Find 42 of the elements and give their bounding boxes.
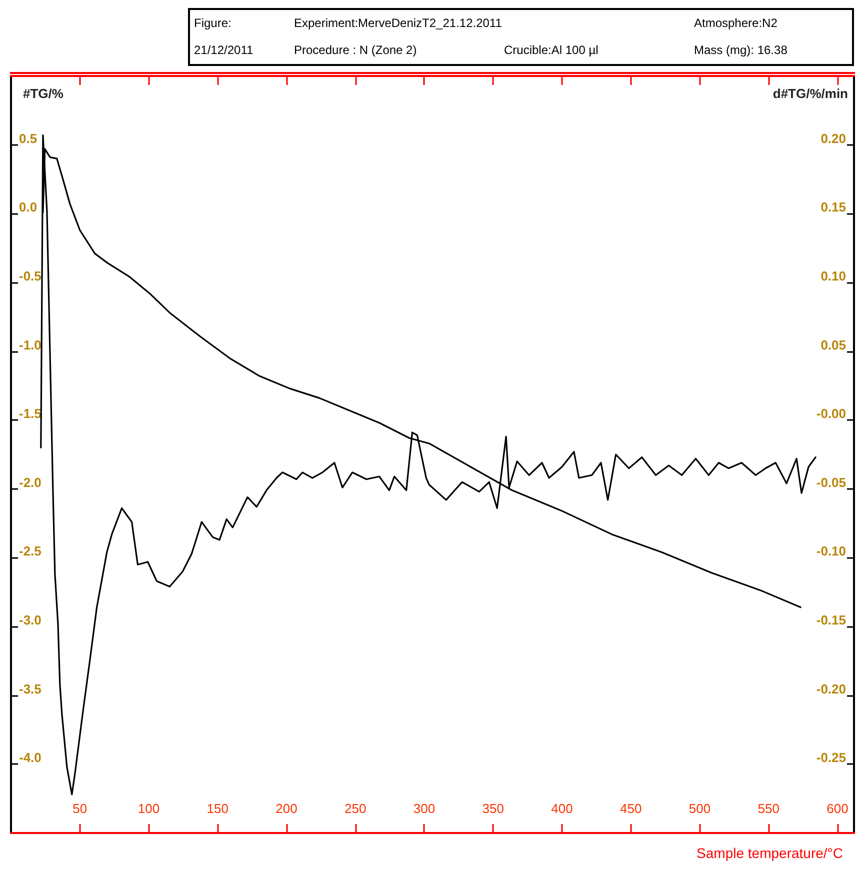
text: Procedure : N (Zone 2) bbox=[293, 42, 418, 59]
x-tick-label: 350 bbox=[482, 801, 504, 816]
y2-tick-label: -0.15 bbox=[816, 612, 846, 628]
text: 21/12/2011 bbox=[193, 42, 254, 59]
text: Experiment:MerveDenizT2_21.12.2011 bbox=[293, 15, 503, 32]
x-tick-label: 50 bbox=[72, 801, 88, 816]
y2-tick-label: 0.05 bbox=[820, 337, 846, 352]
y-tick-label: -0.5 bbox=[19, 268, 42, 284]
y-tick-label: 0.5 bbox=[19, 130, 38, 146]
x-tick-label: 150 bbox=[206, 801, 228, 816]
y-tick-label: -2.0 bbox=[19, 474, 42, 490]
text: Figure: bbox=[193, 15, 232, 32]
y-tick-label: 0.0 bbox=[19, 200, 38, 215]
y-axis-title: #TG/% bbox=[23, 86, 64, 101]
x-axis-title: Sample temperature/°C bbox=[696, 845, 844, 861]
y-tick-label: -4.0 bbox=[19, 750, 42, 766]
x-tick-label: 300 bbox=[413, 801, 436, 816]
y2-tick-label: 0.10 bbox=[820, 268, 846, 284]
y2-tick-label: -0.20 bbox=[816, 681, 846, 696]
y2-tick-label: -0.25 bbox=[816, 750, 846, 766]
y2-axis-title: d#TG/%/min bbox=[772, 86, 848, 101]
x-tick-label: 400 bbox=[551, 801, 573, 816]
y-tick-label: -3.5 bbox=[19, 681, 42, 696]
y2-tick-label: -0.10 bbox=[816, 544, 846, 559]
x-tick-label: 450 bbox=[620, 801, 642, 816]
y-tick-label: -1.0 bbox=[19, 337, 42, 352]
y-tick-label: -1.5 bbox=[19, 406, 42, 422]
x-tick-label: 500 bbox=[688, 801, 711, 816]
y2-tick-label: -0.05 bbox=[816, 474, 846, 490]
y-tick-label: -2.5 bbox=[19, 544, 42, 559]
x-tick-label: 550 bbox=[758, 801, 780, 816]
y2-tick-label: 0.20 bbox=[820, 130, 846, 146]
y2-tick-label: 0.15 bbox=[820, 200, 846, 215]
y-tick-label: -3.0 bbox=[19, 612, 42, 628]
x-tick-label: 100 bbox=[138, 801, 160, 816]
text: Atmosphere:N2 bbox=[693, 15, 778, 32]
x-tick-label: 600 bbox=[826, 801, 848, 816]
text: Mass (mg): 16.38 bbox=[693, 42, 788, 59]
x-tick-label: 200 bbox=[276, 801, 298, 816]
text: Crucible:Al 100 µl bbox=[503, 42, 600, 59]
y2-tick-label: -0.00 bbox=[816, 406, 846, 422]
x-tick-label: 250 bbox=[344, 801, 366, 816]
